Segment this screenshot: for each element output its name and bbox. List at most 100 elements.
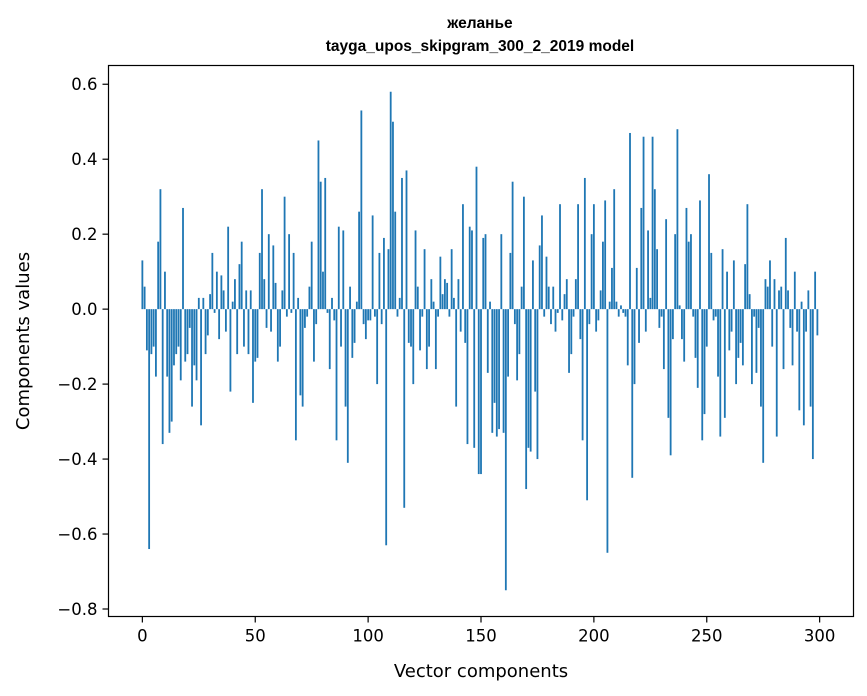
bar: [728, 309, 731, 351]
bar: [811, 309, 814, 460]
bar: [254, 309, 257, 362]
bar: [450, 249, 453, 310]
bar: [276, 309, 279, 362]
bar: [405, 170, 408, 310]
bar: [209, 294, 211, 310]
bar: [394, 211, 397, 310]
bar: [692, 309, 695, 317]
bar: [376, 309, 379, 385]
bar: [732, 260, 735, 310]
bar: [563, 294, 566, 310]
bar: [434, 309, 437, 370]
bar: [464, 309, 467, 343]
bar: [624, 309, 627, 317]
bar: [482, 237, 485, 310]
bar: [504, 309, 507, 591]
bar: [243, 309, 245, 347]
bar: [425, 309, 428, 370]
bar: [800, 301, 803, 310]
bar: [798, 309, 801, 411]
bar: [723, 309, 726, 418]
bar: [764, 279, 767, 310]
bar: [358, 211, 360, 310]
bar: [769, 260, 771, 310]
bar: [547, 286, 550, 310]
bar: [651, 136, 654, 310]
bar: [173, 309, 175, 366]
bar: [726, 271, 728, 310]
bar: [288, 234, 291, 310]
bar: [170, 309, 173, 422]
bar: [319, 181, 322, 310]
bar: [448, 309, 451, 317]
bar: [206, 309, 209, 336]
bar: [484, 234, 487, 310]
bar: [545, 256, 548, 310]
bar: [730, 309, 733, 332]
bar: [656, 249, 658, 310]
bar: [446, 282, 449, 310]
bar: [204, 309, 207, 355]
bar: [355, 301, 358, 310]
bar: [748, 294, 751, 310]
bar: [516, 309, 519, 381]
bar: [272, 245, 275, 310]
bar: [340, 309, 342, 347]
x-tick-label: 250: [691, 627, 723, 646]
chart-subtitle: tayga_upos_skipgram_300_2_2019 model: [326, 38, 634, 55]
bar: [760, 309, 762, 407]
bar: [475, 166, 478, 310]
bar: [669, 309, 672, 456]
bar: [414, 230, 417, 310]
bar: [642, 136, 645, 310]
bar: [633, 309, 636, 385]
bar: [757, 309, 760, 328]
bar: [710, 252, 713, 310]
bar: [660, 309, 663, 317]
bar: [814, 271, 817, 310]
bar: [701, 309, 704, 441]
bar: [577, 204, 579, 310]
bar: [703, 309, 706, 415]
bar: [245, 290, 248, 310]
bar: [184, 309, 187, 362]
bar: [322, 271, 324, 310]
bar: [157, 241, 160, 310]
bar: [620, 305, 622, 310]
bar: [238, 264, 241, 310]
bar: [236, 309, 239, 355]
bar: [714, 309, 717, 317]
bar: [491, 309, 494, 433]
bar: [631, 309, 634, 478]
bar: [346, 309, 349, 463]
bar: [247, 309, 250, 355]
bar: [556, 309, 559, 313]
bar: [762, 309, 765, 463]
bar: [389, 91, 392, 310]
bar: [532, 260, 534, 310]
bar: [383, 237, 385, 310]
bar: [789, 309, 792, 328]
bar: [717, 309, 719, 377]
bar: [690, 234, 692, 310]
bar: [455, 309, 458, 407]
bar: [364, 309, 367, 340]
bar: [559, 204, 561, 310]
bar: [480, 309, 482, 475]
bar: [649, 297, 652, 310]
y-axis-ticks: −0.8 −0.6 −0.4 −0.2 0.0 0.2 0.4 0.6: [57, 75, 109, 619]
bar: [694, 309, 697, 358]
bar: [622, 309, 625, 313]
bar: [471, 230, 473, 310]
bar: [671, 309, 674, 340]
bar: [304, 309, 306, 328]
bar: [597, 309, 600, 321]
bar: [337, 226, 340, 310]
bar: [439, 256, 442, 310]
bar: [744, 264, 747, 310]
bar: [213, 309, 216, 313]
bar: [592, 204, 595, 310]
bar: [520, 286, 523, 310]
bar: [473, 309, 476, 448]
bar: [283, 196, 286, 310]
